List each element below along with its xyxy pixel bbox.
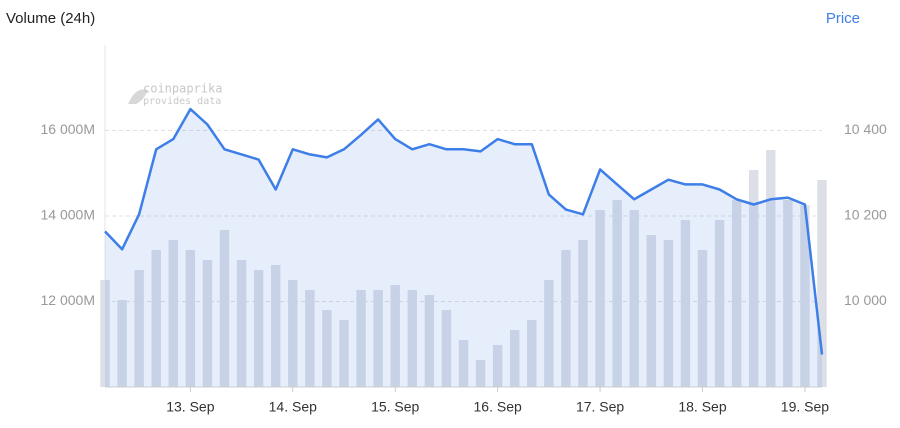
y-tick-label: 12 000M <box>41 292 95 308</box>
volume-bar <box>441 310 452 387</box>
price-area <box>105 109 822 387</box>
volume-bar <box>390 284 400 387</box>
x-tick-label: 18. Sep <box>678 399 726 415</box>
volume-bar <box>117 300 127 387</box>
volume-bar <box>134 269 144 387</box>
volume-bar <box>544 279 554 387</box>
price-line <box>104 107 824 355</box>
watermark-text: coinpaprika <box>143 82 222 96</box>
volume-bar <box>305 290 315 387</box>
x-tick-label: 15. Sep <box>371 399 419 415</box>
volume-bar <box>185 249 196 387</box>
volume-bar <box>800 205 810 387</box>
y2-tick-label: 10 000 <box>844 292 887 308</box>
volume-bar <box>766 149 776 387</box>
volume-bar <box>219 229 230 387</box>
volume-bar <box>407 290 417 387</box>
volume-bar <box>424 295 435 387</box>
volume-bar <box>697 249 708 387</box>
y-tick-label: 14 000M <box>41 207 95 223</box>
volume-bar <box>288 279 298 387</box>
y2-tick-label: 10 200 <box>844 207 887 223</box>
volume-bar <box>680 220 691 387</box>
volume-bar <box>646 234 656 387</box>
volume-bar <box>714 220 725 387</box>
y-tick-label: 16 000M <box>41 121 95 137</box>
volume-bar <box>561 249 571 387</box>
watermark-text: provides data <box>143 96 221 107</box>
volume-bar <box>578 239 588 387</box>
volume-bar <box>271 264 281 387</box>
volume-bar <box>236 259 247 387</box>
volume-bar <box>373 290 383 387</box>
watermark: coinpaprika provides data <box>128 82 222 107</box>
volume-bar <box>527 320 537 387</box>
volume-bar <box>475 359 486 387</box>
plot-area: 12 000M 14 000M 16 000M 10 000 10 200 10 400 1… <box>41 45 887 415</box>
volume-bar <box>492 345 503 387</box>
volume-bar <box>817 180 827 387</box>
volume-bar <box>168 239 178 387</box>
volume-bar <box>629 210 639 387</box>
x-tick-label: 17. Sep <box>576 399 624 415</box>
volume-bar <box>510 330 520 387</box>
volume-bar <box>339 320 349 387</box>
volume-bar <box>151 249 161 387</box>
watermark-logo <box>128 89 148 104</box>
volume-bar <box>612 200 622 387</box>
volume-bar <box>663 239 674 387</box>
volume-bar <box>458 340 469 387</box>
y2-tick-label: 10 400 <box>844 121 887 137</box>
x-tick-label: 16. Sep <box>474 399 522 415</box>
volume-bar <box>595 210 605 387</box>
x-tick-label: 13. Sep <box>166 399 214 415</box>
chart-title: Volume (24h) <box>6 10 95 27</box>
volume-bar <box>749 170 759 387</box>
x-tick-label: 14. Sep <box>269 399 317 415</box>
price-toggle[interactable]: Price <box>826 10 860 27</box>
volume-bar <box>253 269 264 387</box>
x-tick-label: 19. Sep <box>781 399 829 415</box>
volume-bar <box>202 259 213 387</box>
volume-bar <box>322 310 332 387</box>
volume-bar <box>356 290 366 387</box>
volume-bar <box>783 200 793 387</box>
volume-bar <box>100 280 110 387</box>
volume-bar <box>731 200 742 387</box>
